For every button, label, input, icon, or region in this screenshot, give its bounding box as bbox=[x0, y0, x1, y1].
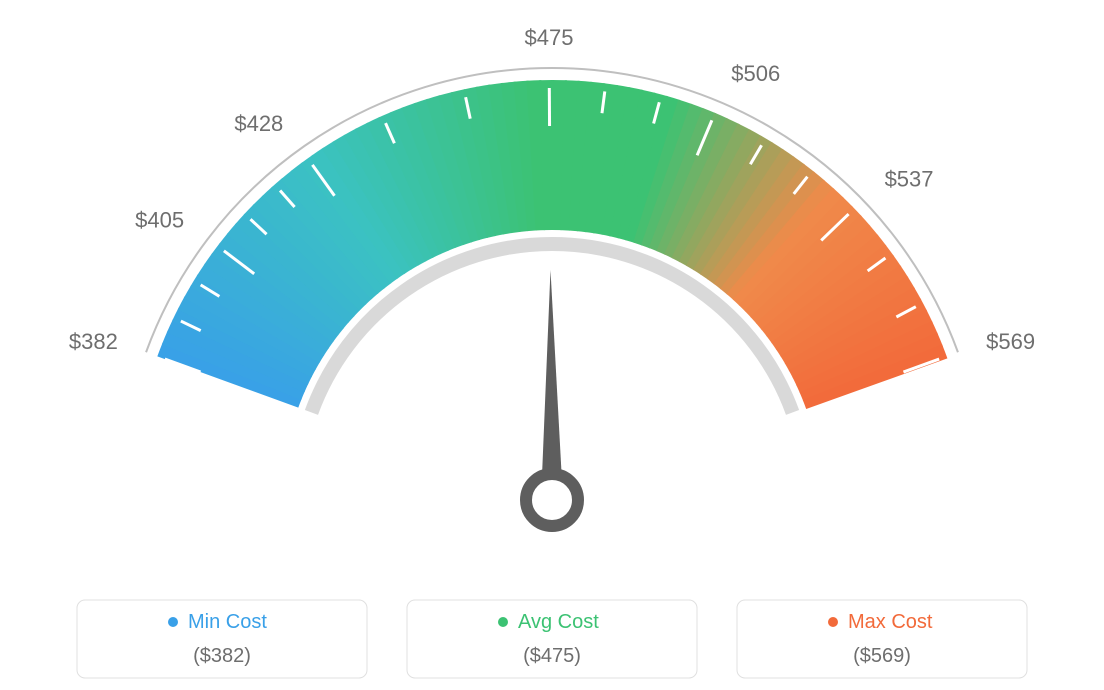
legend-label: Max Cost bbox=[848, 611, 933, 633]
gauge-tick-label: $475 bbox=[525, 25, 574, 50]
legend-value: ($569) bbox=[853, 645, 911, 667]
gauge-needle bbox=[526, 270, 578, 526]
legend-value: ($382) bbox=[193, 645, 251, 667]
legend-dot bbox=[498, 617, 508, 627]
gauge-tick-label: $405 bbox=[135, 208, 184, 233]
gauge-tick-label: $506 bbox=[731, 61, 780, 86]
gauge-tick-label: $537 bbox=[885, 166, 934, 191]
gauge-tick-label: $428 bbox=[234, 111, 283, 136]
legend: Min Cost ($382) Avg Cost ($475) Max Cost ($56… bbox=[77, 600, 1027, 678]
cost-gauge-chart: $382 $405 $428 $475 $506 $537 $569 Min Cost ($38… bbox=[0, 0, 1104, 690]
legend-dot bbox=[828, 617, 838, 627]
legend-label: Avg Cost bbox=[518, 611, 599, 633]
gauge-tick-label: $382 bbox=[69, 329, 118, 354]
legend-dot bbox=[168, 617, 178, 627]
legend-label: Min Cost bbox=[188, 611, 267, 633]
legend-value: ($475) bbox=[523, 645, 581, 667]
gauge-tick-label: $569 bbox=[986, 329, 1035, 354]
